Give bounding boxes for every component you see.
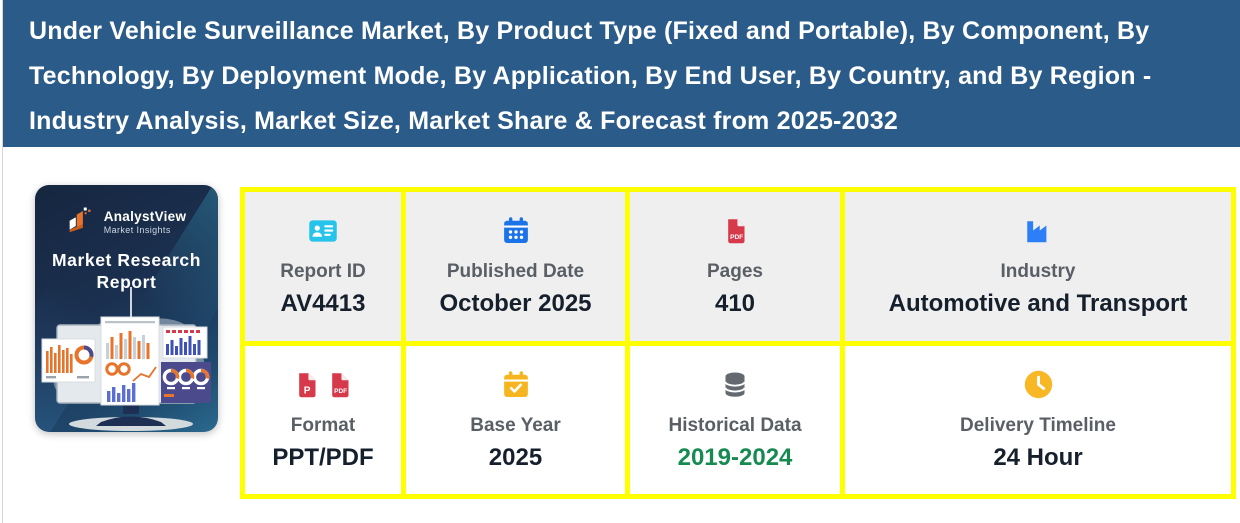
- meta-label: Historical Data: [668, 414, 802, 436]
- meta-value: 24 Hour: [993, 443, 1083, 471]
- meta-label: Pages: [707, 261, 763, 283]
- pdf-file-icon: PDF: [722, 214, 749, 248]
- meta-label: Report ID: [280, 261, 366, 283]
- meta-label: Published Date: [446, 261, 585, 283]
- ppt-pdf-file-icons: P PDF: [293, 368, 353, 402]
- svg-text:P: P: [304, 385, 311, 396]
- meta-cell-delivery-timeline: Delivery Timeline 24 Hour: [845, 345, 1231, 494]
- meta-cell-published-date: Published Date October 2025: [406, 192, 625, 341]
- id-card-icon: [305, 214, 341, 248]
- meta-value: October 2025: [439, 290, 592, 318]
- cover-title: Market Research Report: [51, 250, 202, 292]
- brand-text: AnalystView Market Insights: [104, 209, 187, 235]
- meta-label: Delivery Timeline: [960, 414, 1116, 436]
- meta-value: AV4413: [280, 290, 366, 318]
- meta-value: 2019-2024: [677, 443, 793, 471]
- calendar-check-icon: [501, 368, 531, 402]
- factory-icon: [1022, 214, 1055, 248]
- meta-cell-pages: PDF Pages 410: [630, 192, 840, 341]
- meta-value: Automotive and Transport: [888, 290, 1188, 318]
- report-cover-illustration: [41, 287, 211, 431]
- header-banner: Under Vehicle Surveillance Market, By Pr…: [3, 0, 1240, 147]
- meta-label: Base Year: [470, 414, 561, 436]
- svg-text:PDF: PDF: [730, 234, 743, 241]
- brand-name: AnalystView: [103, 208, 187, 224]
- clock-icon: [1023, 368, 1054, 402]
- meta-value: PPT/PDF: [272, 443, 374, 471]
- meta-value: 410: [714, 290, 756, 318]
- bar-chart-logo-icon: [67, 205, 97, 238]
- report-cover: AnalystView Market Insights Market Resea…: [35, 185, 218, 432]
- calendar-icon: [501, 214, 531, 248]
- meta-cell-base-year: Base Year 2025: [406, 345, 625, 494]
- meta-cell-format: P PDF Format PPT/PDF: [245, 345, 401, 494]
- meta-cell-industry: Industry Automotive and Transport: [845, 192, 1231, 341]
- brand-tagline: Market Insights: [103, 224, 171, 235]
- brand-logo: AnalystView Market Insights: [35, 205, 218, 238]
- meta-label: Format: [290, 414, 356, 436]
- meta-cell-report-id: Report ID AV4413: [245, 192, 401, 341]
- left-edge-rule: [2, 0, 3, 523]
- report-meta-grid: Report ID AV4413: [240, 187, 1236, 499]
- page-title: Under Vehicle Surveillance Market, By Pr…: [29, 17, 1152, 135]
- meta-label: Industry: [1000, 261, 1076, 283]
- database-icon: [720, 368, 750, 402]
- svg-text:PDF: PDF: [334, 388, 347, 395]
- meta-value: 2025: [488, 443, 543, 471]
- main-content: AnalystView Market Insights Market Resea…: [3, 147, 1240, 523]
- meta-cell-historical-data: Historical Data 2019-2024: [630, 345, 840, 494]
